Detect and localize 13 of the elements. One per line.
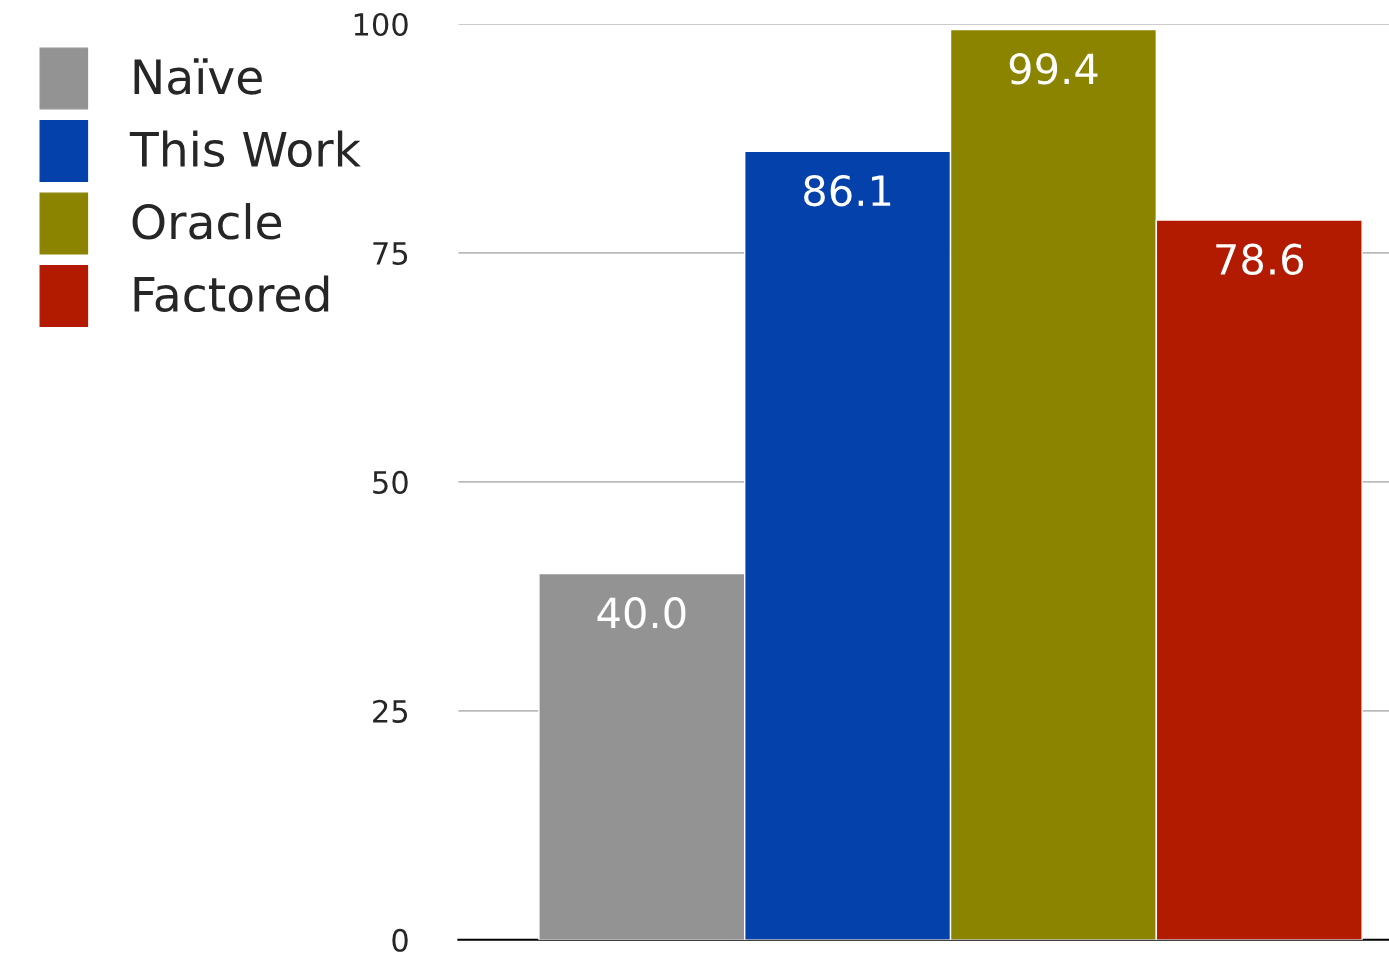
- y-tick-label: 75: [373, 242, 408, 265]
- legend-label: Factored: [134, 275, 329, 313]
- data-label: 78.6: [1216, 243, 1304, 276]
- legend-label: Oracle: [132, 203, 282, 240]
- y-tick-label: 100: [354, 12, 408, 37]
- y-tick-label: 0: [392, 928, 408, 952]
- y-tick-label: 25: [373, 699, 408, 723]
- data-label: 40.0: [597, 597, 686, 629]
- legend-label: Naïve: [134, 58, 262, 95]
- y-tick-label: 50: [373, 470, 408, 494]
- data-label: 99.4: [1009, 53, 1098, 85]
- data-label: 86.1: [804, 174, 891, 207]
- legend-label: This Work: [129, 130, 361, 168]
